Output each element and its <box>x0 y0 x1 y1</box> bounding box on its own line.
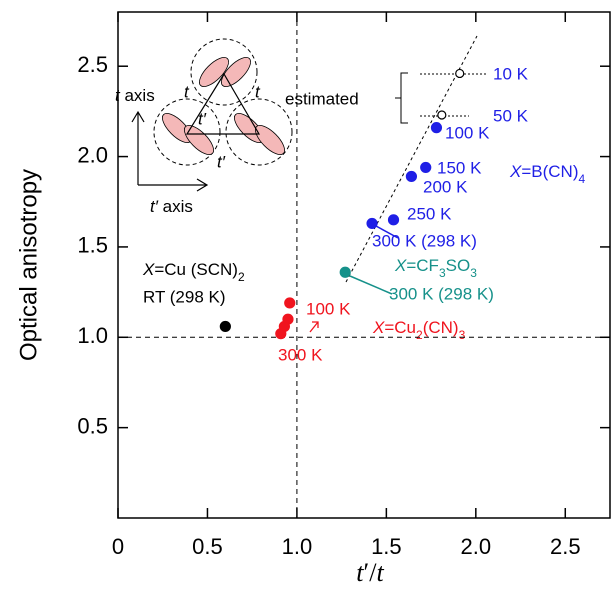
data-point <box>430 122 443 134</box>
annotation: X=Cu2(CN)3 <box>372 318 466 342</box>
x-tick-label: 0.5 <box>192 534 223 559</box>
data-point <box>339 266 351 278</box>
annotation: 10 K <box>493 64 529 83</box>
annotation: 50 K <box>493 106 529 125</box>
annotation: estimated <box>285 89 359 108</box>
annotation: X=CF3SO3 <box>394 256 477 280</box>
annotation: 100 K <box>306 299 351 318</box>
bracket <box>395 72 408 124</box>
inset-label: t′ <box>198 109 207 128</box>
data-point <box>455 68 465 79</box>
data-point <box>437 110 447 120</box>
annotation: 200 K <box>423 177 468 196</box>
x-tick-label: 1.5 <box>371 534 402 559</box>
data-point <box>405 170 418 183</box>
trend-line <box>345 35 478 283</box>
data-point <box>387 214 400 226</box>
inset-label: t axis <box>115 86 155 105</box>
data-point <box>366 217 378 230</box>
pointer <box>375 225 399 239</box>
annotation: 300 K <box>278 345 323 364</box>
inset <box>131 38 293 192</box>
x-tick-label: 0 <box>112 534 124 559</box>
annotation: 150 K <box>437 158 482 177</box>
y-tick-label: 1.0 <box>77 323 108 348</box>
annotation: RT (298 K) <box>143 287 226 306</box>
plot-frame <box>117 11 611 519</box>
pointer <box>349 275 393 295</box>
inset-label: t <box>184 82 190 101</box>
annotation: 300 K (298 K) <box>372 231 477 250</box>
y-tick-label: 1.5 <box>77 233 108 258</box>
y-tick-label: 0.5 <box>77 413 108 438</box>
x-tick-label: 2.0 <box>461 534 492 559</box>
data-point <box>219 320 231 333</box>
annotation: 250 K <box>407 204 452 223</box>
annotation: 100 K <box>445 123 490 142</box>
annotation: X=Cu (SCN)2 <box>142 260 245 284</box>
y-tick-label: 2.5 <box>77 52 108 77</box>
data-point <box>275 328 287 340</box>
x-tick-label: 2.5 <box>550 534 581 559</box>
annotation: X=B(CN)4 <box>509 162 586 186</box>
data-point <box>420 161 432 174</box>
inset-label: t′ <box>217 152 226 171</box>
y-tick-label: 2.0 <box>77 142 108 167</box>
inset-label: t <box>255 82 261 101</box>
inset-label: t′ axis <box>150 197 193 216</box>
annotation: 300 K (298 K) <box>389 284 494 303</box>
x-tick-label: 1.0 <box>282 534 313 559</box>
pointer <box>309 321 319 333</box>
x-axis-label: t′/t <box>356 558 384 587</box>
data-point <box>284 297 296 309</box>
y-axis-label: Optical anisotropy <box>15 169 42 361</box>
